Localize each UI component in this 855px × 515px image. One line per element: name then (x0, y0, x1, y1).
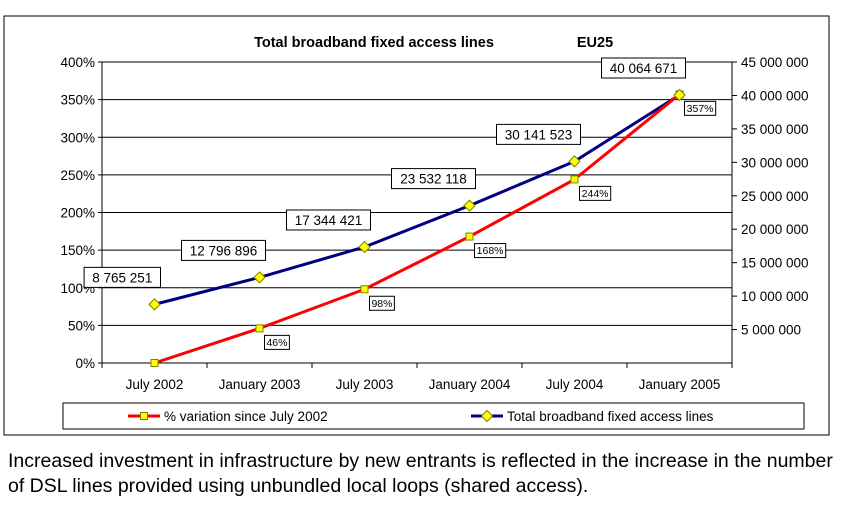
total-data-label-box (391, 168, 476, 190)
x-axis-tick-label: January 2004 (429, 377, 511, 392)
pct-variation-data-label: 168% (474, 243, 507, 259)
right-axis-tick-label: 30 000 000 (741, 155, 809, 170)
pct-data-label-box (264, 334, 290, 350)
left-axis-tick-label: 200% (60, 206, 95, 221)
pct-data-label-text: 98% (371, 298, 392, 310)
total-lines-point (673, 88, 686, 102)
legend-box (62, 402, 805, 430)
left-axis-tick-label: 300% (60, 130, 95, 145)
total-data-label-text: 23 532 118 (400, 172, 467, 187)
total-lines-data-label: 40 064 671 (601, 57, 686, 79)
pct-variation-data-label: 46% (264, 334, 290, 350)
total-lines-data-label: 23 532 118 (391, 168, 476, 190)
left-axis-tick-label: 350% (60, 93, 95, 108)
x-axis-tick-label: July 2003 (336, 377, 394, 392)
chart-frame: Total broadband fixed access lines EU25 … (3, 15, 830, 436)
pct-data-label-box (579, 185, 612, 201)
right-axis-tick-label: 35 000 000 (741, 122, 809, 137)
total-lines-data-label: 17 344 421 (286, 209, 371, 231)
total-lines-point (253, 271, 266, 284)
total-lines-data-label: 12 796 896 (181, 239, 266, 261)
total-data-label-text: 40 064 671 (610, 61, 678, 76)
pct-data-label-box (474, 243, 507, 259)
pct-data-label-text: 244% (582, 188, 609, 200)
label-layer: 46% 98% 168% 244% 357% 8 765 251 12 796 896 17 … (83, 57, 717, 350)
left-axis-tick-label: 50% (68, 318, 95, 333)
total-lines-point (463, 199, 476, 212)
total-lines-point (148, 298, 161, 311)
pct-variation-data-label: 98% (369, 295, 395, 311)
total-data-label-box (286, 209, 371, 231)
total-lines-point (568, 155, 581, 168)
pct-variation-data-label: 244% (579, 185, 612, 201)
legend-items: % variation since July 2002 Total broadba… (128, 409, 714, 424)
pct-variation-point (465, 232, 474, 241)
pct-data-label-text: 357% (687, 103, 714, 115)
right-axis-tick-label: 20 000 000 (741, 222, 809, 237)
total-data-label-box (496, 123, 581, 145)
legend-label-pct-variation: % variation since July 2002 (164, 409, 328, 424)
legend-label-total-lines: Total broadband fixed access lines (507, 409, 714, 424)
right-axis-tick-label: 10 000 000 (741, 289, 809, 304)
left-axis-tick-label: 0% (75, 356, 95, 371)
right-axis-tick-label: 5 000 000 (741, 323, 801, 338)
right-axis-tick-label: 45 000 000 (741, 55, 809, 70)
right-axis-tick-label: 40 000 000 (741, 88, 809, 103)
total-data-label-box (601, 57, 686, 79)
pct-variation-point (570, 175, 579, 184)
chart-svg: Total broadband fixed access lines EU25 … (3, 15, 830, 436)
left-axis-tick-label: 150% (60, 243, 95, 258)
total-data-label-box (83, 266, 161, 288)
total-lines-point (358, 240, 371, 254)
total-data-label-text: 8 765 251 (92, 270, 152, 285)
series-line-total-lines (154, 93, 681, 306)
left-axis-tick-label: 250% (60, 168, 95, 183)
x-axis-tick-label: January 2003 (219, 377, 301, 392)
pct-data-label-text: 168% (477, 245, 504, 257)
series-layer (148, 88, 686, 367)
total-data-label-box (181, 239, 266, 261)
total-data-label-text: 30 141 523 (505, 127, 573, 142)
caption-text: Increased investment in infrastructure b… (8, 450, 833, 497)
pct-data-label-text: 46% (266, 337, 287, 349)
left-axis-tick-label: 400% (60, 55, 95, 70)
pct-variation-data-label: 357% (684, 100, 717, 116)
chart-title-region: EU25 (577, 35, 613, 51)
pct-data-label-box (369, 295, 395, 311)
total-lines-data-label: 8 765 251 (83, 266, 161, 288)
x-axis-tick-label: July 2002 (126, 377, 184, 392)
right-axis-tick-label: 25 000 000 (741, 189, 809, 204)
x-axis-tick-label: July 2004 (546, 377, 604, 392)
pct-variation-point (360, 285, 369, 294)
pct-variation-point (150, 359, 159, 367)
chart-title: Total broadband fixed access lines (254, 35, 494, 51)
x-axis-tick-label: January 2005 (639, 377, 721, 392)
pct-variation-point (255, 324, 264, 333)
legend: % variation since July 2002 Total broadba… (62, 402, 805, 430)
series-line-pct-variation (154, 93, 681, 365)
total-data-label-text: 17 344 421 (295, 213, 363, 228)
pct-data-label-box (684, 100, 717, 116)
right-axis-tick-label: 15 000 000 (741, 256, 809, 271)
total-lines-data-label: 30 141 523 (496, 123, 581, 145)
legend-marker-pct-variation (140, 412, 148, 420)
legend-marker-total-lines (480, 409, 494, 423)
total-data-label-text: 12 796 896 (190, 243, 258, 258)
